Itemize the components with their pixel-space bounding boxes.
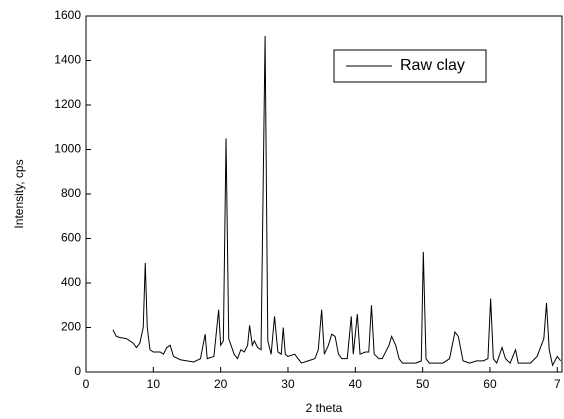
x-tick-label: 20 <box>214 377 228 391</box>
y-axis-title: Intensity, cps <box>12 159 26 228</box>
x-tick-label: 60 <box>483 377 497 391</box>
y-tick-label: 200 <box>61 320 81 334</box>
y-tick-label: 400 <box>61 275 81 289</box>
legend-label: Raw clay <box>400 57 465 74</box>
x-tick-label: 0 <box>83 377 90 391</box>
y-tick-label: 1200 <box>54 97 81 111</box>
x-tick-label: 7 <box>554 377 561 391</box>
y-tick-label: 1000 <box>54 142 81 156</box>
plot-frame <box>85 15 563 373</box>
y-tick-label: 800 <box>61 186 81 200</box>
x-tick-label: 50 <box>416 377 430 391</box>
x-tick-label: 10 <box>147 377 161 391</box>
y-tick-label: 600 <box>61 231 81 245</box>
x-tick-label: 30 <box>281 377 295 391</box>
y-tick-label: 1400 <box>54 53 81 67</box>
y-tick-label: 0 <box>74 364 81 378</box>
x-axis-title: 2 theta <box>306 401 343 415</box>
y-tick-label: 1600 <box>54 8 81 22</box>
x-tick-label: 40 <box>349 377 363 391</box>
data-line <box>112 36 562 367</box>
